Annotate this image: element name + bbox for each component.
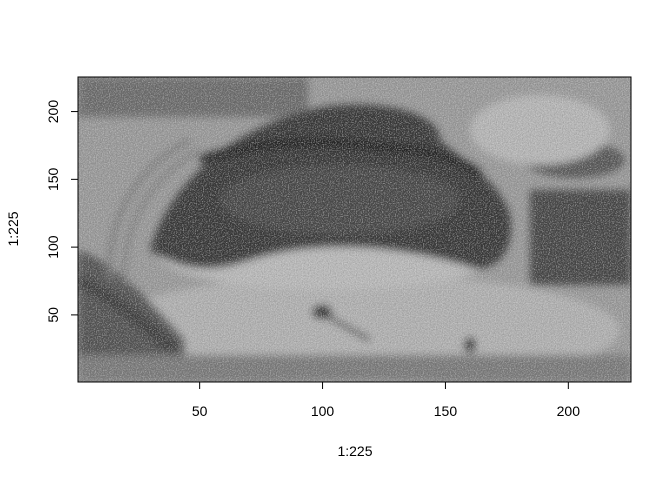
y-tick-label: 150 — [45, 167, 61, 191]
y-tick-label: 200 — [45, 100, 61, 124]
x-tick-label: 150 — [434, 403, 458, 419]
x-axis-title: 1:225 — [337, 443, 372, 459]
y-tick-label: 100 — [45, 235, 61, 259]
y-axis-title: 1:225 — [5, 211, 21, 246]
y-axis: 50 100 150 200 — [45, 100, 79, 323]
x-tick-label: 200 — [557, 403, 581, 419]
x-axis: 50 100 150 200 — [192, 381, 581, 419]
heatmap-image — [78, 77, 631, 382]
x-tick-label: 100 — [311, 403, 335, 419]
y-tick-label: 50 — [45, 307, 61, 323]
x-tick-label: 50 — [192, 403, 208, 419]
